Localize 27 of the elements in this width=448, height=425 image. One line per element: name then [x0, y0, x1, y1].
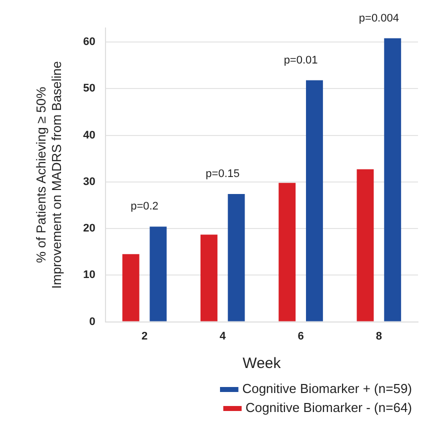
bar	[228, 194, 245, 322]
bar	[122, 254, 140, 322]
text: p=0.004	[358, 12, 399, 24]
y-tick-label: 20	[83, 222, 96, 235]
x-tick-label: 2	[141, 330, 148, 342]
annotation: p=0.01	[284, 54, 318, 66]
bar	[306, 80, 323, 322]
y-tick-label: 0	[89, 316, 96, 328]
bar	[278, 182, 296, 322]
x-tick-label: 8	[376, 330, 382, 342]
bar	[150, 226, 167, 322]
annotation: p=0.2	[130, 200, 158, 213]
annotation: p=0.15	[206, 168, 240, 180]
y-tick-label: 30	[83, 176, 96, 188]
bar	[200, 234, 218, 322]
x-axis-title: Week	[242, 355, 282, 372]
x-tick-label: 4	[220, 330, 227, 342]
legend-label: Cognitive Biomarker - (n=64)	[245, 400, 412, 416]
y-axis-title: % of Patients Achieving ≥ 50% Improvement on MADRS from Baseline	[33, 61, 64, 289]
y-tick-label: 10	[83, 269, 96, 282]
legend-label: Cognitive Biomarker + (n=59)	[242, 381, 412, 396]
y-tick-label: 50	[83, 82, 96, 95]
y-tick-label: 60	[83, 36, 96, 48]
bar	[356, 169, 374, 322]
x-tick-label: 6	[298, 330, 304, 342]
bar	[384, 38, 402, 322]
y-tick-label: 40	[83, 129, 96, 142]
